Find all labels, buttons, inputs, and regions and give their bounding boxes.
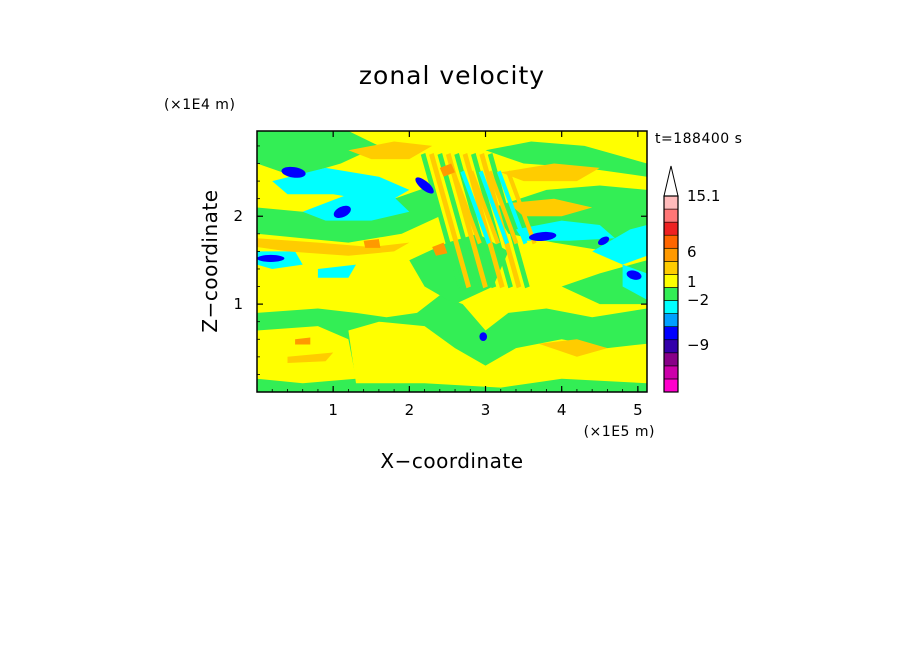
colorbar-bin bbox=[663, 208, 679, 223]
x-axis-ticks: 1 2 3 4 5 bbox=[271, 131, 643, 419]
field-wave-stripe bbox=[478, 170, 510, 245]
x-unit-label: (×1E5 m) bbox=[584, 424, 655, 440]
field-dark-orange-region bbox=[363, 239, 381, 248]
field-green-region bbox=[485, 141, 647, 177]
field-orange-region bbox=[508, 198, 593, 217]
field-blue-core bbox=[626, 270, 642, 280]
field-blue-core bbox=[479, 332, 488, 342]
colorbar-extend-arrow bbox=[663, 165, 679, 197]
field-wave-stripe bbox=[454, 153, 497, 289]
field-green-region bbox=[257, 131, 379, 177]
field-orange-region bbox=[500, 163, 600, 182]
field-blue-core bbox=[333, 205, 351, 218]
colorbar-bin bbox=[663, 195, 679, 210]
colorbar-tick-label: −2 bbox=[687, 291, 709, 309]
colorbar-bin bbox=[663, 221, 679, 236]
x-tick-label: 4 bbox=[557, 401, 567, 419]
field-cyan-region bbox=[592, 225, 647, 265]
colorbar-tick-label: −9 bbox=[687, 336, 709, 354]
field-dark-orange-region bbox=[432, 242, 448, 256]
field-wave-stripe bbox=[437, 153, 480, 289]
field-blue-core bbox=[415, 177, 434, 194]
y-tick-label: 1 bbox=[233, 295, 243, 313]
velocity-contour-field bbox=[257, 131, 647, 392]
field-wave-stripe bbox=[506, 170, 537, 245]
x-tick-label: 5 bbox=[633, 401, 643, 419]
y-axis-title: Z−coordinate bbox=[198, 189, 222, 332]
field-wave-stripe bbox=[445, 153, 488, 289]
field-wave-stripe bbox=[429, 153, 471, 289]
chart-title: zonal velocity bbox=[359, 61, 545, 90]
colorbar-bin bbox=[663, 274, 679, 288]
field-orange-region bbox=[538, 339, 608, 357]
colorbar-tick-label: 6 bbox=[687, 243, 697, 261]
x-axis-title: X−coordinate bbox=[380, 449, 523, 473]
field-wave-stripe bbox=[471, 153, 513, 289]
field-wave-stripe bbox=[451, 170, 482, 245]
field-wave-stripe bbox=[469, 170, 500, 245]
field-cyan-region bbox=[302, 189, 410, 221]
colorbar-bin bbox=[663, 313, 679, 327]
colorbar-tick-label: 15.1 bbox=[687, 187, 720, 205]
field-wave-stripe bbox=[487, 170, 519, 245]
field-blue-core bbox=[257, 254, 285, 262]
colorbar-bin bbox=[663, 352, 679, 367]
field-dark-orange-region bbox=[439, 163, 455, 177]
y-unit-label: (×1E4 m) bbox=[164, 97, 235, 113]
field-dark-orange-region bbox=[295, 337, 311, 345]
field-wave-stripe bbox=[496, 170, 528, 245]
colorbar-bin bbox=[663, 287, 679, 301]
field-blue-core bbox=[281, 166, 306, 178]
field-yellow-region bbox=[257, 326, 356, 384]
y-tick-label: 2 bbox=[233, 207, 243, 225]
colorbar-bin bbox=[663, 365, 679, 380]
field-orange-region bbox=[287, 352, 334, 363]
colorbar-bin bbox=[663, 247, 679, 262]
field-cyan-region bbox=[317, 264, 356, 278]
x-tick-label: 1 bbox=[328, 401, 338, 419]
time-label: t=188400 s bbox=[655, 131, 742, 147]
x-tick-label: 2 bbox=[405, 401, 415, 419]
field-blue-core bbox=[598, 236, 610, 246]
plot-frame bbox=[256, 130, 648, 393]
colorbar-frame bbox=[663, 195, 679, 393]
colorbar-bin bbox=[663, 378, 679, 393]
field-blue-core bbox=[528, 231, 557, 241]
colorbar-bin bbox=[663, 300, 679, 314]
colorbar-bin bbox=[663, 234, 679, 249]
field-orange-region bbox=[257, 238, 410, 256]
colorbar: 15.1 6 1−2 −9 bbox=[663, 165, 720, 393]
y-axis-ticks: 12 bbox=[233, 145, 647, 375]
colorbar-bin bbox=[663, 326, 679, 341]
field-yellow-region bbox=[348, 321, 647, 388]
colorbar-tick-label: 1 bbox=[687, 273, 697, 291]
colorbar-bin bbox=[663, 261, 679, 275]
x-tick-label: 3 bbox=[481, 401, 491, 419]
field-orange-region bbox=[348, 141, 433, 160]
colorbar-bin bbox=[663, 339, 679, 354]
field-wave-stripe bbox=[460, 170, 491, 245]
field-wave-stripe bbox=[462, 153, 505, 289]
